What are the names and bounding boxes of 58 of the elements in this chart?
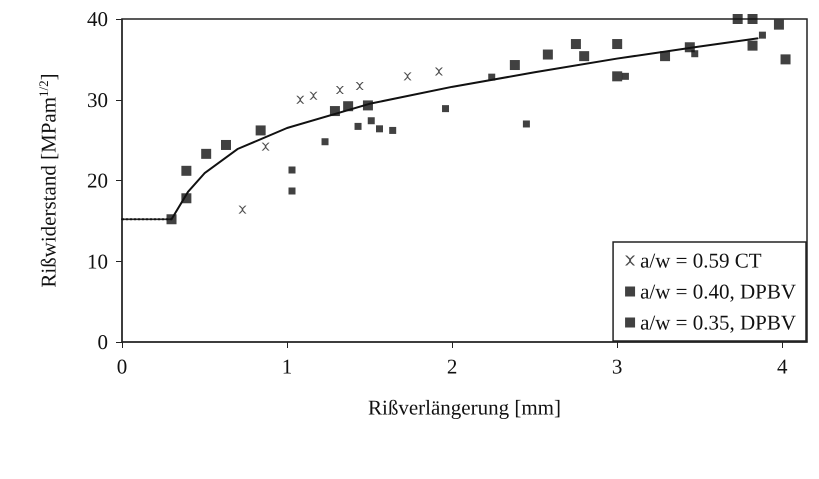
point <box>166 214 177 224</box>
y-axis-title: Rißwiderstand [MPam1/2] <box>36 73 60 288</box>
point <box>262 142 270 151</box>
point <box>570 39 581 50</box>
point <box>201 148 212 159</box>
point <box>354 122 362 130</box>
point <box>322 138 329 146</box>
point <box>612 39 622 50</box>
point <box>181 166 192 176</box>
point <box>368 117 375 124</box>
point <box>488 74 496 81</box>
point <box>622 72 629 80</box>
point <box>579 51 590 62</box>
point <box>336 86 344 94</box>
y-tick-label: 30 <box>87 88 108 112</box>
point <box>684 42 695 52</box>
point <box>389 126 396 134</box>
point <box>238 206 246 214</box>
x-axis-title: Rißverlängerung [mm] <box>368 396 562 420</box>
point <box>748 40 758 51</box>
legend-label: a/w = 0.40, DPBV <box>640 280 796 304</box>
y-tick-label: 10 <box>87 249 108 274</box>
x-tick-label: 1 <box>282 354 292 378</box>
x-tick-label: 4 <box>776 354 788 378</box>
point <box>510 60 520 70</box>
point <box>309 92 318 100</box>
point <box>404 72 412 80</box>
point <box>758 32 766 39</box>
legend-label: a/w = 0.59 CT <box>640 248 762 272</box>
point <box>522 120 530 128</box>
point <box>181 193 192 204</box>
point <box>691 50 698 58</box>
point <box>343 101 354 112</box>
x-tick-label: 2 <box>446 354 458 378</box>
point <box>362 100 373 110</box>
point <box>542 50 553 60</box>
y-tick-label: 0 <box>98 330 108 354</box>
point <box>356 82 364 90</box>
point <box>296 96 304 104</box>
point <box>288 166 296 174</box>
x-tick-label: 0 <box>116 354 128 378</box>
point <box>434 67 443 76</box>
point <box>748 14 758 24</box>
point <box>442 105 450 112</box>
point <box>660 51 670 62</box>
point <box>220 140 231 150</box>
point <box>612 71 622 82</box>
point <box>256 125 266 136</box>
x-tick-label: 3 <box>612 354 622 378</box>
y-tick-label: 20 <box>87 168 108 192</box>
point <box>330 106 340 116</box>
point <box>774 20 784 30</box>
y-tick-label: 40 <box>87 7 108 31</box>
point <box>732 14 743 24</box>
legend-label: a/w = 0.35, DPBV <box>640 310 796 334</box>
point <box>780 54 791 64</box>
point <box>288 187 296 194</box>
point <box>376 125 383 132</box>
